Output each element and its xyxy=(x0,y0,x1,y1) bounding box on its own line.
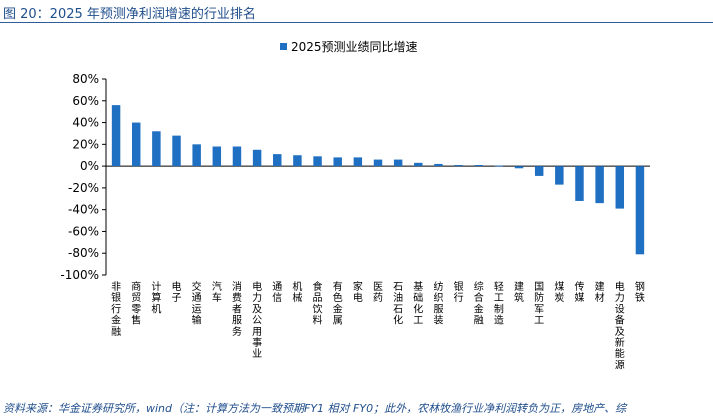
x-tick-label: 综合金融 xyxy=(474,280,484,327)
bar xyxy=(393,159,403,167)
x-tick-label: 电力设备及新能源 xyxy=(615,280,625,371)
bar xyxy=(414,162,423,167)
y-tick-label: -80% xyxy=(68,246,99,260)
x-tick-label: 建材 xyxy=(595,280,605,304)
bar xyxy=(494,165,504,167)
x-tick-label: 通信 xyxy=(272,281,282,304)
x-tick-label: 传媒 xyxy=(574,281,584,304)
bar xyxy=(595,166,604,204)
x-tick-label: 机械 xyxy=(292,280,302,304)
x-tick-label: 消费者服务 xyxy=(232,280,242,338)
x-tick-label: 建筑 xyxy=(514,280,524,304)
bar xyxy=(434,163,443,167)
y-tick-label: -40% xyxy=(68,203,99,217)
x-tick-label: 食品饮料 xyxy=(313,280,323,327)
bar xyxy=(333,157,342,167)
bar xyxy=(232,146,242,167)
bar xyxy=(555,166,564,185)
legend: 2025预测业绩同比增速 xyxy=(280,40,418,54)
bar xyxy=(293,155,302,167)
x-tick-label: 电子 xyxy=(172,280,182,304)
bar xyxy=(474,165,483,167)
bar xyxy=(635,166,645,255)
y-tick-label: 20% xyxy=(72,137,99,151)
y-tick-label: 80% xyxy=(72,72,99,86)
x-tick-label: 轻工制造 xyxy=(494,280,504,327)
bar xyxy=(152,131,161,167)
bar xyxy=(514,166,524,169)
bar xyxy=(212,146,222,167)
bar xyxy=(111,105,121,167)
x-tick-label: 银行 xyxy=(454,280,464,304)
bar xyxy=(373,159,383,167)
y-tick-label: -60% xyxy=(68,224,99,238)
x-tick-label: 医药 xyxy=(373,281,383,304)
x-tick-label: 交通运输 xyxy=(192,280,202,327)
bar xyxy=(313,156,322,167)
x-tick-label: 基础化工 xyxy=(413,280,423,327)
bar-chart: 2025预测业绩同比增速 80% 60% 40% 20% 0% -20% -40% -60% -… xyxy=(60,40,650,371)
x-tick-label: 有色金属 xyxy=(333,280,343,327)
bar xyxy=(615,166,625,209)
x-tick-label: 电力及公用事业 xyxy=(252,280,262,360)
legend-swatch xyxy=(280,43,287,50)
x-tick-label: 石油石化 xyxy=(393,282,403,327)
bar xyxy=(353,157,363,167)
x-tick-label: 汽车 xyxy=(212,280,222,304)
source-note: 资料来源：华金证券研究所，wind（注：计算方法为一致预期FY1 相对 FY0；… xyxy=(3,402,627,415)
bars xyxy=(111,105,645,255)
bar xyxy=(575,166,584,201)
x-tick-label: 商贸零售 xyxy=(131,280,141,327)
title-divider xyxy=(0,22,713,23)
x-tick-label: 计算机 xyxy=(151,280,161,315)
y-tick-label: -100% xyxy=(60,268,99,282)
figure-title: 图 20：2025 年预测净利润增速的行业排名 xyxy=(3,7,256,22)
bar xyxy=(454,165,463,167)
y-tick-label: 40% xyxy=(72,116,99,130)
bar xyxy=(131,122,141,167)
x-tick-label: 国防军工 xyxy=(534,281,544,327)
bar xyxy=(273,154,282,167)
legend-label: 2025预测业绩同比增速 xyxy=(291,40,418,54)
y-tick-label: 60% xyxy=(72,94,99,108)
x-tick-label: 煤炭 xyxy=(554,280,564,304)
bar xyxy=(252,149,262,167)
bar xyxy=(172,135,181,167)
bar xyxy=(534,166,544,176)
x-tick-label: 纺织服装 xyxy=(433,280,443,327)
x-tick-label: 钢铁 xyxy=(635,280,645,304)
y-tick-label: 0% xyxy=(80,159,99,173)
bar xyxy=(192,144,201,167)
y-tick-label: -20% xyxy=(68,181,99,195)
x-tick-label: 非银行金融 xyxy=(111,281,121,338)
x-tick-label: 家电 xyxy=(353,280,363,304)
